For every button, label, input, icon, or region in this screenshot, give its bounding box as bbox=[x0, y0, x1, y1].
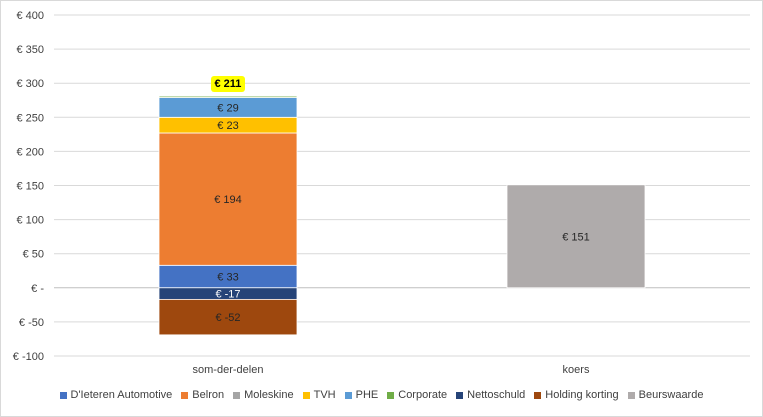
category-label: koers bbox=[563, 364, 590, 376]
legend-swatch bbox=[456, 391, 464, 399]
data-label: € -52 bbox=[215, 312, 240, 324]
y-tick-label: € 100 bbox=[16, 215, 44, 227]
legend-label: Moleskine bbox=[244, 389, 294, 401]
data-label: € 151 bbox=[562, 231, 590, 243]
legend-swatch bbox=[344, 391, 352, 399]
y-tick-label: € 300 bbox=[16, 78, 44, 90]
data-labels: € 33 € 194 € 23 € 29 € -17 € -52 € 151 bbox=[214, 102, 590, 324]
legend-label: Nettoschuld bbox=[467, 389, 526, 401]
legend-label: D'Ieteren Automotive bbox=[70, 389, 173, 401]
legend-label: Belron bbox=[192, 389, 225, 401]
legend-swatch bbox=[627, 391, 635, 399]
gridlines bbox=[54, 14, 750, 357]
legend-swatch bbox=[181, 391, 189, 399]
bar-segment bbox=[158, 298, 298, 336]
legend-swatch bbox=[534, 391, 542, 399]
legend-swatch bbox=[233, 391, 241, 399]
legend-swatch bbox=[387, 391, 395, 399]
y-tick-label: € 150 bbox=[16, 181, 44, 193]
legend-swatch bbox=[59, 391, 67, 399]
y-tick-label: € 250 bbox=[16, 112, 44, 124]
data-label: € 33 bbox=[217, 272, 238, 284]
legend-item: Corporate bbox=[387, 389, 447, 401]
legend-swatch bbox=[302, 391, 310, 399]
legend-item: Nettoschuld bbox=[456, 389, 525, 401]
y-tick-label: € - bbox=[31, 283, 44, 295]
legend-item: Beurswaarde bbox=[627, 389, 704, 401]
data-label: € -17 bbox=[215, 289, 240, 301]
y-tick-label: € 50 bbox=[23, 249, 44, 261]
legend-item: PHE bbox=[344, 389, 379, 401]
legend-label: Holding korting bbox=[545, 389, 619, 401]
bar-segment bbox=[506, 184, 646, 289]
category-labels: som-der-delen koers bbox=[193, 364, 590, 376]
legend-item: Belron bbox=[181, 389, 224, 401]
category-label: som-der-delen bbox=[193, 364, 264, 376]
stacked-bar-chart: € -100 € -50 € - € 50 € 100 € 150 € 200 € 250 € … bbox=[13, 10, 750, 376]
y-tick-label: € -100 bbox=[13, 351, 44, 363]
y-tick-label: € 400 bbox=[16, 10, 44, 22]
legend-item: D'Ieteren Automotive bbox=[59, 389, 173, 401]
data-label: € 194 bbox=[214, 194, 242, 206]
y-axis-ticks: € -100 € -50 € - € 50 € 100 € 150 € 200 € 250 € … bbox=[13, 10, 45, 363]
bar-segment bbox=[158, 95, 298, 98]
data-label: € 23 bbox=[217, 120, 238, 132]
legend-label: TVH bbox=[313, 389, 336, 401]
legend: D'Ieteren Automotive Belron Moleskine TVH PH… bbox=[0, 389, 763, 401]
legend-label: PHE bbox=[355, 389, 379, 401]
y-tick-label: € 350 bbox=[16, 44, 44, 56]
y-tick-label: € 200 bbox=[16, 146, 44, 158]
legend-item: Holding korting bbox=[534, 389, 619, 401]
legend-label: Corporate bbox=[398, 389, 448, 401]
legend-item: TVH bbox=[302, 389, 336, 401]
legend-label: Beurswaarde bbox=[638, 389, 704, 401]
total-callout: € 211 bbox=[210, 76, 246, 93]
bars bbox=[158, 95, 646, 336]
y-tick-label: € -50 bbox=[19, 317, 44, 329]
legend-item: Moleskine bbox=[233, 389, 294, 401]
bar-segment bbox=[158, 132, 298, 266]
data-label: € 29 bbox=[217, 102, 238, 114]
